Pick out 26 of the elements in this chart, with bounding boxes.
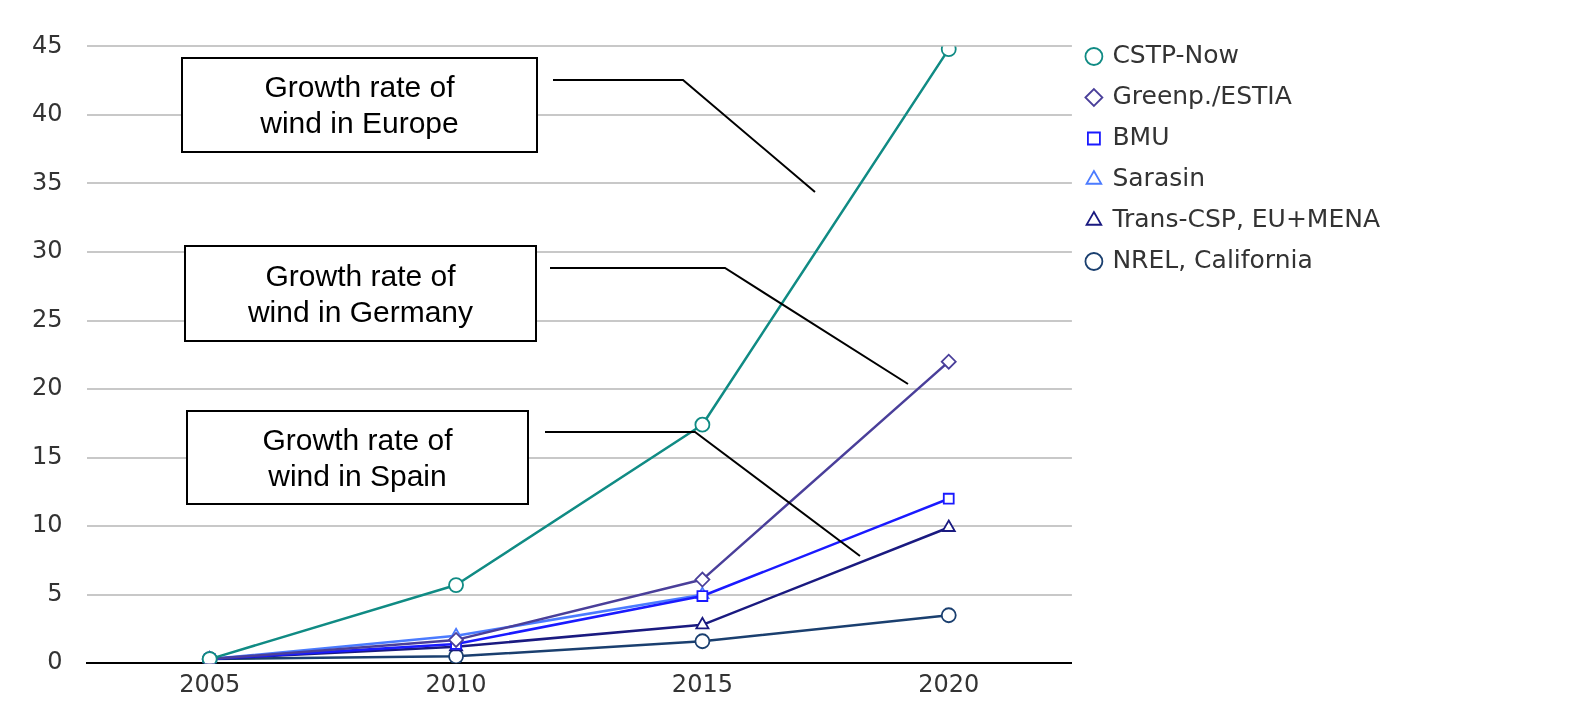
y-tick-label: 45 [31,30,63,59]
x-tick-label: 2010 [425,669,487,698]
callout: Growth rate of wind in Germany [182,243,910,386]
legend-label: NREL, California [1112,245,1313,274]
y-tick-label: 15 [31,441,63,470]
legend-label: BMU [1112,122,1170,151]
annotation: Growth rate of wind in Spain [261,421,454,494]
y-tick-label: 30 [31,236,63,265]
x-tick-label: 2020 [918,669,980,698]
y-tick-label: 20 [31,373,63,402]
legend-label: Sarasin [1112,163,1206,192]
legend-label: Greenp./ESTIA [1112,81,1292,110]
callout: Growth rate of wind in Spain [184,408,862,558]
annotation: Growth rate of wind in Europe [259,69,460,141]
y-tick-label: 35 [31,167,63,196]
x-tick-label: 2015 [671,669,733,698]
y-tick-label: 5 [47,578,63,607]
y-tick-label: 25 [31,304,63,333]
legend-label: CSTP-Now [1112,40,1239,69]
y-tick-label: 10 [31,510,63,539]
y-tick-label: 40 [31,99,63,128]
x-tick-label: 2005 [179,669,241,698]
callout: Growth rate of wind in Europe [179,55,817,194]
y-tick-label: 0 [47,647,63,676]
annotation: Growth rate of wind in Germany [246,257,475,330]
legend-label: Trans-CSP, EU+MENA [1111,204,1380,233]
